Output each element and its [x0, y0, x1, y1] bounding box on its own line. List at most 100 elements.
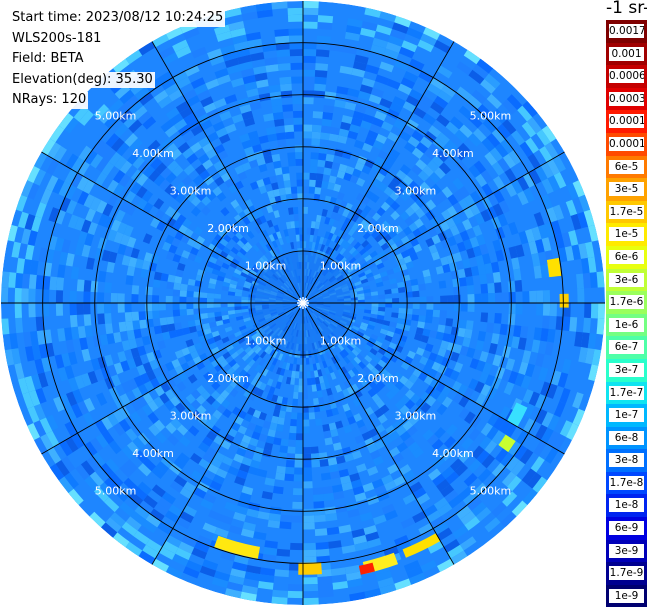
beta-cell: [59, 196, 72, 212]
beta-cell: [584, 348, 595, 365]
beta-cell: [330, 428, 339, 438]
beta-cell: [197, 89, 211, 102]
beta-cell: [27, 230, 38, 246]
beta-cell: [334, 99, 346, 109]
beta-cell: [244, 319, 252, 326]
beta-cell: [200, 292, 208, 298]
beta-cell: [209, 54, 225, 66]
beta-cell: [276, 465, 286, 474]
beta-cell: [214, 233, 223, 243]
beta-cell: [272, 350, 279, 359]
beta-cell: [333, 354, 341, 363]
beta-cell: [358, 361, 367, 370]
beta-cell: [507, 313, 516, 326]
beta-cell: [511, 179, 524, 194]
beta-cell: [145, 310, 153, 320]
beta-cell: [541, 411, 554, 428]
beta-cell: [249, 101, 262, 111]
beta-cell: [169, 480, 184, 493]
beta-cell: [272, 409, 281, 418]
beta-cell: [9, 333, 19, 350]
beta-cell: [267, 428, 276, 438]
beta-cell: [292, 364, 297, 372]
beta-cell: [368, 337, 377, 345]
beta-cell: [374, 258, 383, 266]
beta-cell: [400, 77, 416, 89]
colorbar-cell: 6e-6: [606, 245, 647, 269]
beta-cell: [374, 110, 387, 122]
beta-cell: [325, 238, 331, 247]
beta-cell: [134, 86, 150, 101]
beta-cell: [434, 354, 444, 365]
beta-cell: [480, 283, 489, 294]
beta-cell: [246, 230, 255, 239]
beta-cell: [229, 388, 239, 398]
beta-cell: [374, 363, 384, 372]
beta-cell: [456, 86, 472, 101]
beta-cell: [541, 237, 552, 252]
beta-cell: [206, 430, 218, 442]
beta-cell: [324, 160, 333, 169]
strong-return-arc: [507, 402, 528, 427]
beta-cell: [415, 197, 426, 208]
beta-cell: [544, 341, 554, 356]
beta-cell: [369, 317, 377, 323]
beta-cell: [77, 325, 87, 339]
beta-cell: [352, 398, 362, 407]
strong-return-arc: [358, 562, 375, 575]
beta-cell: [190, 206, 201, 217]
beta-cell: [162, 331, 171, 341]
beta-cell: [234, 330, 242, 338]
beta-cell: [367, 388, 377, 398]
colorbar-cell: 1.7e-7: [606, 381, 647, 405]
beta-cell: [404, 409, 415, 421]
beta-cell: [577, 288, 585, 303]
beta-cell: [386, 346, 395, 355]
beta-cell: [495, 249, 505, 262]
beta-cell: [287, 7, 303, 16]
beta-cell: [350, 479, 363, 489]
beta-cell: [175, 547, 192, 561]
beta-cell: [348, 351, 357, 360]
beta-cell: [366, 129, 379, 140]
beta-cell: [110, 374, 122, 387]
center-tick: [297, 299, 309, 307]
beta-cell: [106, 412, 119, 427]
beta-cell: [372, 355, 381, 364]
beta-cell: [403, 71, 419, 83]
beta-cell: [178, 435, 191, 448]
beta-cell: [453, 303, 461, 312]
beta-cell: [370, 449, 381, 460]
beta-cell: [206, 190, 217, 201]
beta-cell: [561, 358, 572, 375]
beta-cell: [544, 222, 555, 238]
beta-cell: [272, 486, 284, 495]
beta-cell: [264, 540, 278, 549]
beta-cell: [262, 553, 277, 563]
beta-cell: [388, 446, 401, 458]
beta-cell: [389, 102, 403, 114]
beta-cell: [406, 566, 424, 579]
beta-cell: [118, 109, 134, 124]
beta-cell: [152, 279, 161, 288]
beta-cell: [315, 383, 322, 392]
beta-cell: [231, 275, 239, 282]
beta-cell: [68, 351, 78, 366]
beta-cell: [178, 541, 195, 554]
beta-cell: [523, 187, 535, 203]
beta-cell: [234, 476, 246, 486]
beta-cell: [269, 175, 278, 184]
beta-cell: [241, 308, 249, 313]
beta-cell: [429, 378, 440, 389]
beta-cell: [398, 303, 406, 309]
beta-cell: [226, 230, 236, 239]
beta-cell: [330, 567, 346, 577]
beta-cell: [441, 466, 455, 480]
beta-cell: [352, 61, 367, 71]
beta-cell: [231, 258, 240, 266]
beta-cell: [451, 213, 463, 226]
beta-cell: [507, 475, 522, 492]
beta-cell: [551, 220, 562, 236]
beta-cell: [261, 343, 269, 352]
beta-cell: [105, 323, 114, 335]
